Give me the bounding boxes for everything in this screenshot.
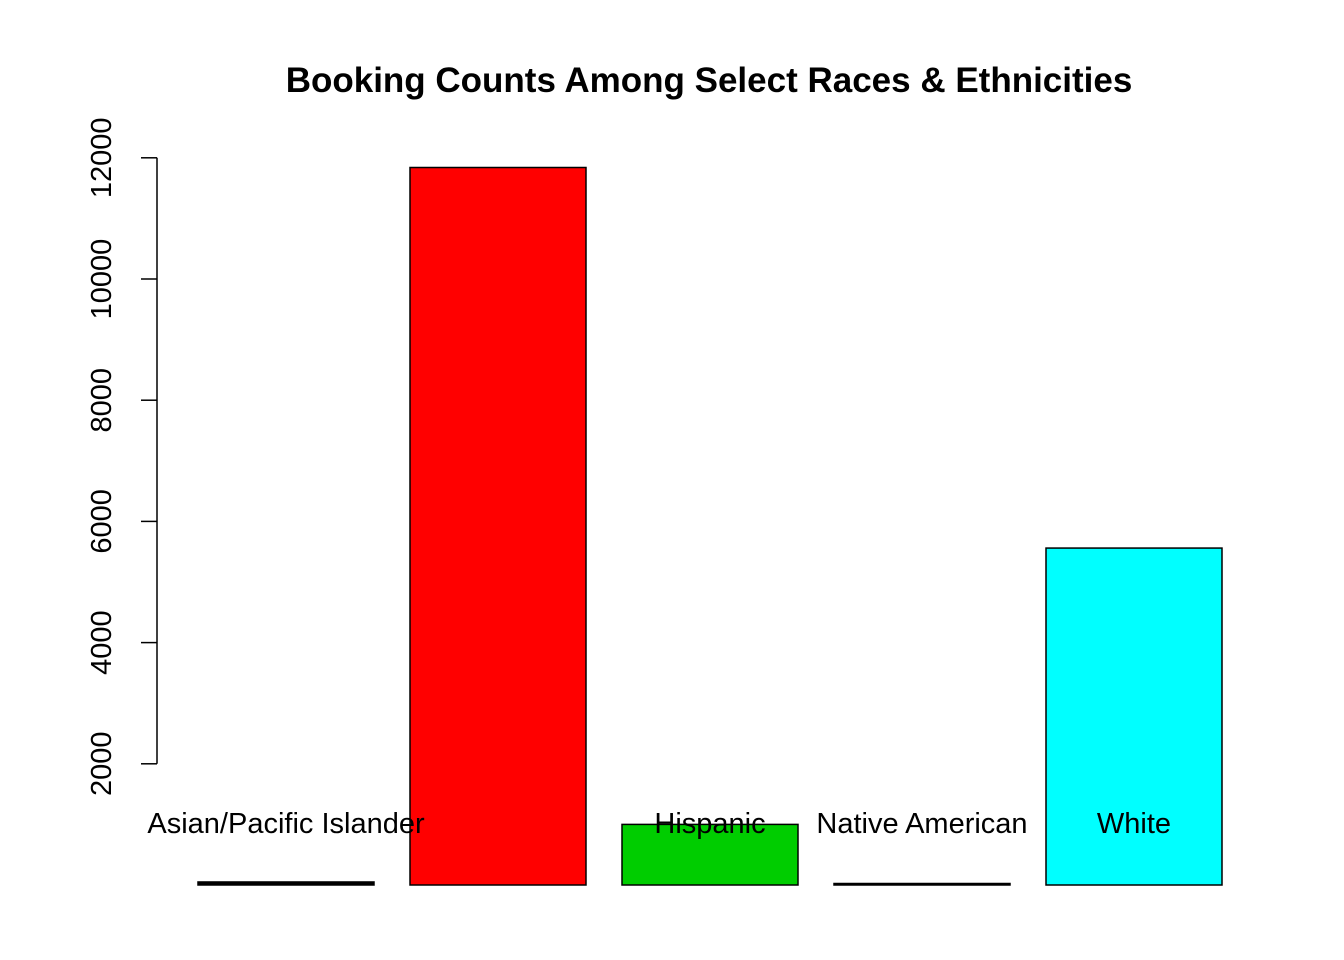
- y-tick-label: 6000: [86, 489, 118, 554]
- bar: [1045, 547, 1223, 886]
- category-label: Native American: [816, 808, 1027, 840]
- category-labels: Asian/Pacific Islander Hispanic Native Ame…: [147, 808, 1171, 840]
- bar: [621, 823, 799, 886]
- y-axis: 2000 4000 6000 8000 10000 12000: [86, 117, 158, 797]
- bars-group: [197, 166, 1223, 886]
- bar: [197, 881, 375, 886]
- bar: [833, 882, 1011, 886]
- chart-title: Booking Counts Among Select Races & Ethn…: [286, 61, 1133, 100]
- y-tick-label: 8000: [86, 368, 118, 433]
- y-tick-label: 2000: [86, 732, 118, 797]
- category-label: Asian/Pacific Islander: [147, 808, 425, 840]
- category-label: Hispanic: [654, 808, 765, 840]
- y-tick-label: 12000: [86, 117, 118, 198]
- bar: [409, 166, 587, 886]
- y-tick-label: 4000: [86, 610, 118, 675]
- y-tick-label: 10000: [86, 239, 118, 320]
- category-label: White: [1097, 808, 1171, 840]
